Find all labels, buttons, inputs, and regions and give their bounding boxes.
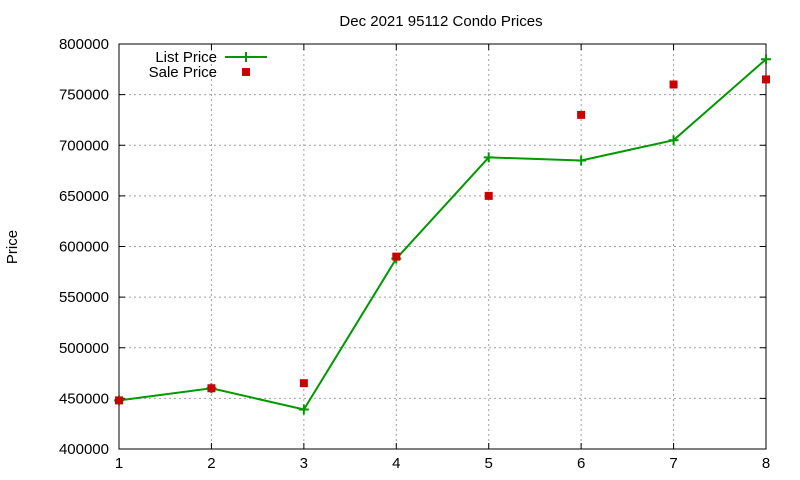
x-tick-labels: 1 2 3 4 5 6 7 8 — [115, 455, 770, 472]
x-tick-label: 6 — [577, 455, 585, 472]
x-tick-label: 5 — [485, 455, 493, 472]
list-price-point — [668, 135, 679, 146]
y-tick-labels: 400000 450000 500000 550000 600000 650000 7000… — [59, 36, 109, 458]
x-tick-label: 8 — [762, 455, 770, 472]
sale-price-point — [484, 191, 493, 200]
y-tick-label: 500000 — [59, 340, 109, 357]
x-tick-label: 4 — [392, 455, 400, 472]
x-tick-label: 7 — [669, 455, 677, 472]
sale-price-point — [392, 252, 401, 261]
sale-price-point — [207, 384, 216, 393]
list-price-point — [576, 155, 587, 166]
legend-square-swatch — [242, 68, 250, 76]
y-tick-label: 750000 — [59, 87, 109, 104]
sale-price-point — [762, 75, 770, 84]
legend-label: Sale Price — [149, 64, 217, 81]
list-price-point — [761, 54, 771, 65]
sale-price-point — [669, 80, 678, 89]
chart-title: Dec 2021 95112 Condo Prices — [339, 13, 542, 30]
legend-plus-swatch — [241, 52, 251, 62]
y-tick-label: 600000 — [59, 239, 109, 256]
x-tick-label: 2 — [207, 455, 215, 472]
y-axis-label: Price — [4, 230, 21, 264]
x-tick-label: 1 — [115, 455, 123, 472]
sale-price-point — [115, 396, 123, 405]
plot-border — [118, 43, 767, 450]
y-tick-label: 550000 — [59, 289, 109, 306]
y-tick-label: 400000 — [59, 441, 109, 458]
y-tick-label: 450000 — [59, 390, 109, 407]
y-tick-label: 650000 — [59, 188, 109, 205]
x-tick-label: 3 — [300, 455, 308, 472]
y-tick-label: 800000 — [59, 36, 109, 53]
y-tick-label: 700000 — [59, 137, 109, 154]
sale-price-point — [299, 379, 308, 388]
list-price-point — [298, 404, 309, 415]
list-price-line — [118, 58, 767, 411]
sale-price-point — [577, 110, 586, 119]
legend-label: List Price — [155, 49, 217, 66]
list-price-point — [483, 152, 494, 163]
series-group — [114, 54, 771, 415]
